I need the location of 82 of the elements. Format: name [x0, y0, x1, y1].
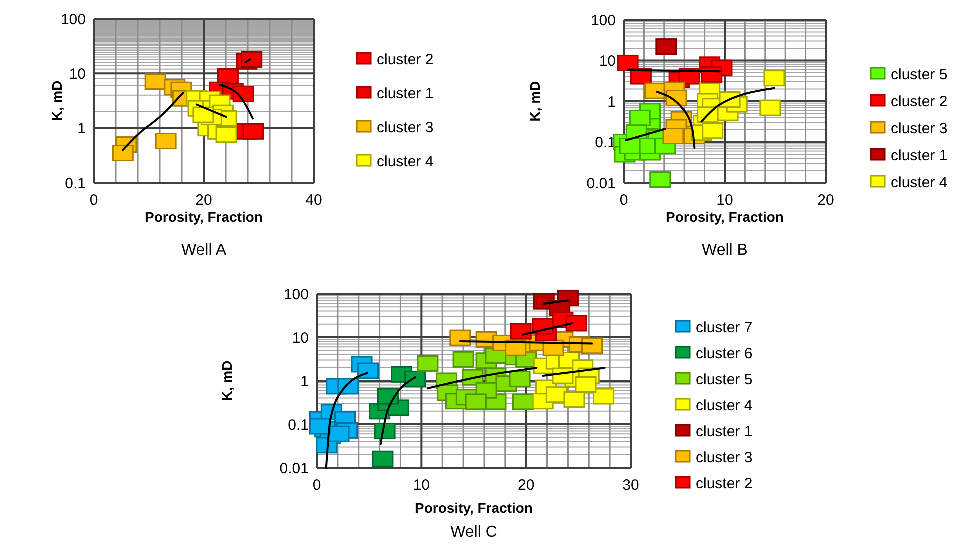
point [417, 355, 439, 372]
point [358, 362, 380, 380]
y-tick-label: 0.1 [595, 134, 616, 152]
point [374, 422, 396, 440]
x-tick-label: 40 [306, 192, 322, 209]
text: Well A [181, 242, 227, 259]
point [404, 370, 426, 388]
point [656, 38, 678, 56]
point [512, 394, 534, 410]
point [764, 70, 786, 87]
y-tick-label: 10 [292, 330, 309, 347]
y-axis-title: K, mD [49, 80, 65, 122]
y-tick-label: 0.01 [280, 460, 309, 478]
legend-label: cluster 1 [377, 85, 434, 102]
y-tick-label: 0.1 [288, 416, 309, 434]
point [582, 338, 604, 354]
point [192, 106, 214, 124]
point [564, 392, 586, 408]
point [617, 54, 639, 72]
point [629, 110, 651, 126]
y-tick-label: 1 [78, 120, 86, 138]
point [593, 388, 615, 405]
legend-label: cluster 3 [377, 119, 434, 136]
point [372, 450, 394, 468]
point [155, 133, 177, 150]
x-tick-label: 10 [413, 477, 430, 494]
text: Well C [450, 524, 498, 541]
x-tick-label: 0 [312, 477, 322, 494]
y-tick-label: 0.01 [586, 175, 616, 192]
point [619, 138, 641, 154]
x-tick-label: 20 [518, 477, 535, 494]
y-tick-label: 10 [599, 53, 616, 70]
point [242, 123, 264, 140]
point [465, 394, 487, 410]
legend-label: cluster 7 [696, 319, 753, 336]
x-axis-title: Porosity, Fraction [145, 209, 263, 225]
y-tick-label: 100 [284, 286, 309, 304]
point [566, 315, 588, 332]
x-tick-label: 10 [716, 192, 734, 209]
legend-label: cluster 2 [377, 51, 434, 68]
point [662, 128, 684, 145]
x-tick-label: 0 [620, 192, 628, 209]
y-tick-label: 10 [69, 66, 86, 83]
legend-label: cluster 3 [891, 120, 948, 138]
legend-label: cluster 6 [696, 345, 753, 362]
point [510, 323, 532, 340]
x-tick-label: 30 [622, 477, 640, 494]
legend-label: cluster 5 [696, 371, 753, 388]
text: Well B [702, 242, 748, 259]
legend-label: cluster 5 [891, 66, 948, 84]
point [377, 388, 399, 405]
point [144, 74, 166, 90]
point [760, 100, 782, 116]
point [216, 126, 238, 144]
point [241, 51, 263, 68]
legend-label: cluster 1 [891, 147, 948, 164]
y-tick-label: 0.1 [65, 175, 86, 192]
x-tick-label: 20 [196, 192, 212, 209]
legend-label: cluster 4 [377, 153, 434, 170]
x-axis-title: Porosity, Fraction [415, 500, 533, 516]
point [112, 145, 134, 162]
point [702, 122, 724, 140]
x-axis-title: Porosity, Fraction [666, 209, 784, 225]
y-tick-label: 1 [608, 94, 616, 111]
legend-label: cluster 2 [696, 475, 753, 492]
x-tick-label: 20 [818, 192, 834, 209]
y-tick-label: 1 [300, 373, 309, 390]
legend-label: cluster 1 [696, 423, 753, 440]
legend-label: cluster 4 [696, 397, 753, 414]
legend-label: cluster 2 [891, 93, 948, 110]
y-axis-title: K, mD [219, 360, 235, 402]
point [509, 370, 531, 388]
y-tick-label: 100 [590, 12, 616, 30]
legend-label: cluster 3 [696, 449, 753, 466]
legend-label: cluster 4 [891, 174, 948, 192]
point [575, 376, 597, 393]
point [452, 351, 474, 368]
y-axis-title: K, mD [527, 81, 543, 122]
point [450, 330, 472, 346]
x-tick-label: 0 [90, 192, 98, 209]
y-tick-label: 100 [60, 11, 86, 28]
point [650, 172, 672, 188]
